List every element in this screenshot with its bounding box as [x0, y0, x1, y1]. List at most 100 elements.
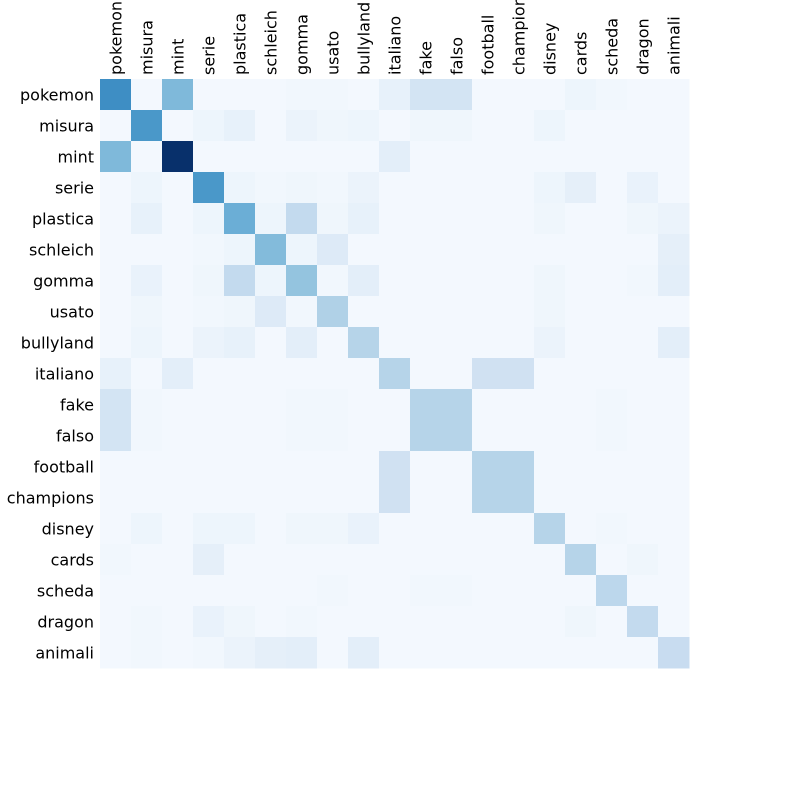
heatmap-cell-italiano-dragon [627, 358, 659, 390]
heatmap-cell-mint-cards [565, 141, 597, 173]
heatmap-cell-scheda-schleich [255, 575, 287, 607]
heatmap-cell-football-misura [131, 451, 163, 483]
heatmap-cell-champions-scheda [596, 482, 628, 514]
heatmap-cell-dragon-cards [565, 606, 597, 638]
heatmap-cell-misura-serie [193, 110, 225, 142]
heatmap-cell-mint-gomma [286, 141, 318, 173]
heatmap-cell-football-scheda [596, 451, 628, 483]
heatmap-cell-italiano-serie [193, 358, 225, 390]
heatmap-cell-gomma-falso [441, 265, 473, 297]
heatmap-cell-dragon-animali [658, 606, 690, 638]
heatmap-cell-plastica-pokemon [100, 203, 132, 235]
heatmap-cell-dragon-dragon [627, 606, 659, 638]
heatmap-cell-animali-football [472, 637, 504, 669]
heatmap-cell-italiano-italiano [379, 358, 411, 390]
heatmap-cell-gomma-fake [410, 265, 442, 297]
heatmap-cell-falso-scheda [596, 420, 628, 452]
heatmap-cell-scheda-football [472, 575, 504, 607]
heatmap-cell-schleich-dragon [627, 234, 659, 266]
heatmap-cell-champions-pokemon [100, 482, 132, 514]
heatmap-cell-disney-italiano [379, 513, 411, 545]
heatmap-cell-mint-pokemon [100, 141, 132, 173]
y-tick-label-animali: animali [35, 644, 94, 663]
heatmap-cell-scheda-falso [441, 575, 473, 607]
heatmap-cell-falso-pokemon [100, 420, 132, 452]
heatmap-cell-italiano-falso [441, 358, 473, 390]
heatmap-cell-italiano-animali [658, 358, 690, 390]
heatmap-cell-usato-falso [441, 296, 473, 328]
heatmap-cell-animali-falso [441, 637, 473, 669]
y-tick-label-schleich: schleich [29, 241, 94, 260]
heatmap-cell-schleich-misura [131, 234, 163, 266]
heatmap-cell-bullyland-mint [162, 327, 194, 359]
heatmap-cell-champions-bullyland [348, 482, 380, 514]
heatmap-cell-bullyland-champions [503, 327, 535, 359]
heatmap-cell-disney-gomma [286, 513, 318, 545]
heatmap-cell-disney-plastica [224, 513, 256, 545]
y-tick-label-fake: fake [60, 396, 94, 415]
heatmap-cell-falso-italiano [379, 420, 411, 452]
heatmap-cell-cards-dragon [627, 544, 659, 576]
heatmap-cell-falso-fake [410, 420, 442, 452]
heatmap-cell-falso-plastica [224, 420, 256, 452]
y-tick-label-cards: cards [51, 551, 94, 570]
y-tick-labels: pokemon misura mint serie plastica schleich go… [7, 86, 94, 663]
heatmap-cell-champions-schleich [255, 482, 287, 514]
heatmap-cell-fake-cards [565, 389, 597, 421]
heatmap-cell-fake-animali [658, 389, 690, 421]
heatmap-cell-bullyland-bullyland [348, 327, 380, 359]
heatmap-cell-mint-falso [441, 141, 473, 173]
heatmap-cell-scheda-pokemon [100, 575, 132, 607]
heatmap-cell-serie-football [472, 172, 504, 204]
heatmap-cell-gomma-serie [193, 265, 225, 297]
heatmap-cell-scheda-fake [410, 575, 442, 607]
heatmap-cell-schleich-pokemon [100, 234, 132, 266]
x-tick-label-falso: falso [448, 37, 467, 75]
heatmap-cell-champions-plastica [224, 482, 256, 514]
heatmap-cell-gomma-mint [162, 265, 194, 297]
heatmap-cell-italiano-bullyland [348, 358, 380, 390]
heatmap-cell-champions-usato [317, 482, 349, 514]
heatmap-cell-fake-usato [317, 389, 349, 421]
heatmap-cell-cards-bullyland [348, 544, 380, 576]
heatmap-cell-animali-scheda [596, 637, 628, 669]
heatmap-cell-mint-dragon [627, 141, 659, 173]
heatmap-cell-football-animali [658, 451, 690, 483]
heatmap-cell-plastica-disney [534, 203, 566, 235]
heatmap-cell-italiano-champions [503, 358, 535, 390]
heatmap-cell-bullyland-schleich [255, 327, 287, 359]
y-tick-label-plastica: plastica [32, 210, 94, 229]
heatmap-cell-scheda-scheda [596, 575, 628, 607]
heatmap-cell-bullyland-gomma [286, 327, 318, 359]
x-tick-label-pokemon: pokemon [107, 1, 126, 75]
heatmap-cell-gomma-dragon [627, 265, 659, 297]
heatmap-cell-serie-fake [410, 172, 442, 204]
heatmap-cell-dragon-champions [503, 606, 535, 638]
heatmap-cell-football-italiano [379, 451, 411, 483]
heatmap-cell-serie-falso [441, 172, 473, 204]
heatmap-cell-cards-italiano [379, 544, 411, 576]
heatmap-cell-mint-mint [162, 141, 194, 173]
heatmap-cell-bullyland-serie [193, 327, 225, 359]
heatmap-cell-misura-schleich [255, 110, 287, 142]
y-tick-label-pokemon: pokemon [20, 86, 94, 105]
heatmap-cell-animali-animali [658, 637, 690, 669]
heatmap-cell-animali-schleich [255, 637, 287, 669]
heatmap-cell-dragon-falso [441, 606, 473, 638]
heatmap-cell-schleich-mint [162, 234, 194, 266]
heatmap-cell-disney-disney [534, 513, 566, 545]
heatmap-cell-champions-italiano [379, 482, 411, 514]
heatmap-cell-fake-misura [131, 389, 163, 421]
x-tick-label-schleich: schleich [262, 10, 281, 75]
heatmap-cell-disney-animali [658, 513, 690, 545]
heatmap-cell-usato-pokemon [100, 296, 132, 328]
heatmap-cell-usato-usato [317, 296, 349, 328]
heatmap-cell-mint-italiano [379, 141, 411, 173]
heatmap-cell-serie-mint [162, 172, 194, 204]
heatmap-cell-plastica-animali [658, 203, 690, 235]
heatmap-cell-italiano-cards [565, 358, 597, 390]
heatmap-cell-disney-misura [131, 513, 163, 545]
heatmap-cell-animali-usato [317, 637, 349, 669]
heatmap-cell-falso-football [472, 420, 504, 452]
heatmap-cell-dragon-schleich [255, 606, 287, 638]
